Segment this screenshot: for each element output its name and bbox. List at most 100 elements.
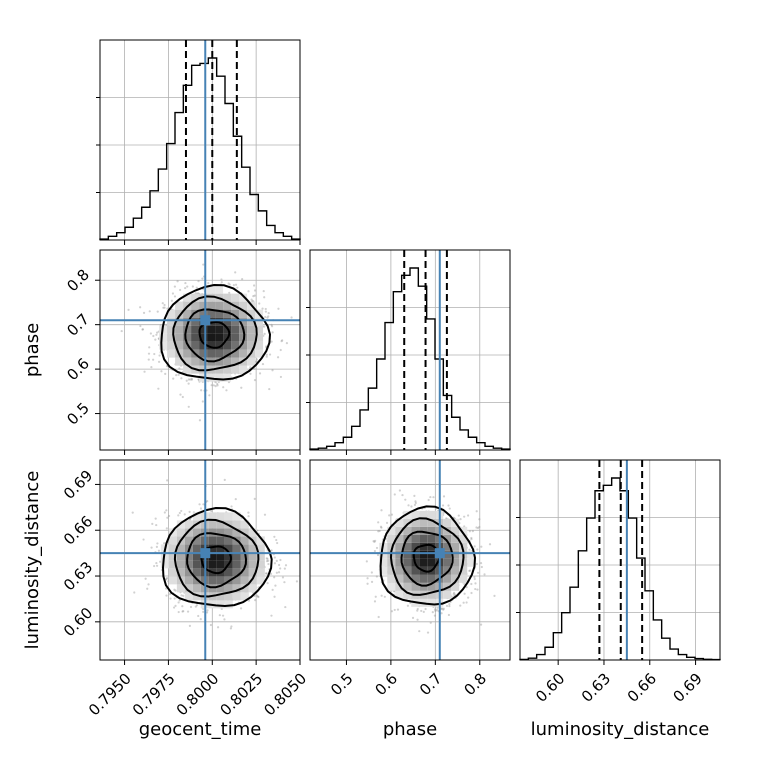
sample-point [459,604,462,607]
sample-point [180,594,183,597]
sample-point [142,311,146,314]
density-cell [167,309,176,318]
density-cell [411,582,420,591]
density-cell [239,349,248,358]
sample-point [209,623,212,627]
density-cell [451,534,460,543]
sample-point [230,505,233,508]
density-cell [183,333,192,342]
density-cell [184,584,193,593]
density-cell [208,560,217,569]
sample-point [197,280,200,283]
sample-point [181,605,184,608]
truth-marker [200,548,211,559]
density-cell [207,341,216,350]
density-cell [411,574,420,583]
density-cell [167,317,176,326]
sample-point [265,353,268,356]
density-cell [231,317,240,326]
sample-point [448,605,451,608]
sample-point [156,331,159,334]
density-cell [419,518,428,527]
sample-point [198,503,201,506]
density-cell [239,341,248,350]
sample-point [173,597,176,600]
density-cell [224,536,233,545]
sample-point [452,592,455,596]
sample-point [155,564,159,567]
sample-point [463,515,466,518]
sample-point [190,377,193,380]
sample-point [283,567,286,570]
sample-point [147,358,150,361]
density-cell [215,349,224,358]
sample-point [153,352,156,356]
density-cell [199,309,208,318]
sample-point [156,542,159,545]
panel-frame [519,459,721,661]
sample-point [406,604,410,607]
sample-point [445,604,449,608]
x-tick-label: 0.8 [460,670,490,700]
density-cell [403,566,412,575]
sample-point [265,345,268,348]
sample-point [385,521,389,524]
sample-point [166,479,169,482]
density-cell [216,512,225,521]
sample-point [198,419,202,422]
sample-point [447,613,451,617]
sample-point [149,332,152,335]
sample-point [169,597,172,600]
density-cell [168,544,177,553]
density-cell [240,568,249,577]
truth-marker [200,315,211,326]
density-cell [427,574,436,583]
x-tick-label: 0.6 [372,670,402,700]
contour-line [161,506,273,608]
density-cell [184,528,193,537]
sample-point [139,306,142,309]
sample-point [264,315,267,319]
density-cell [395,542,404,551]
density-cell [379,558,388,567]
sample-point [416,609,419,612]
x-tick-label: 0.5 [327,670,357,700]
sample-point [143,370,146,373]
density-cell [183,317,192,326]
sample-point [152,358,155,361]
density-cell [443,558,452,567]
sample-point [210,384,213,387]
sample-point [393,493,396,496]
density-cell [167,333,176,342]
density-cell [239,293,248,302]
sample-point [171,292,175,295]
sample-point [261,307,264,310]
sample-point [466,514,470,517]
density-cell [184,592,193,601]
sample-point [390,513,394,516]
sample-point [454,593,457,596]
density-cell [223,293,232,302]
sample-point [270,325,274,328]
sample-point [473,575,476,579]
sample-point [250,298,253,301]
sample-point [159,560,162,563]
sample-point [270,614,273,617]
density-cell [395,590,404,599]
sample-point [424,607,427,611]
density-cell [175,325,184,334]
sample-point [168,593,172,596]
sample-point [173,295,177,298]
sample-point [468,530,471,533]
density-cell [215,357,224,366]
density-cell [232,512,241,521]
sample-point [146,587,149,590]
y-tick-label: 0.8 [63,266,93,296]
x-tick-label: 0.63 [578,670,614,706]
density-cell [167,325,176,334]
density-cell [168,560,177,569]
sample-point [475,562,478,566]
density-cell [216,584,225,593]
sample-point [370,571,373,574]
density-cell [223,373,232,382]
